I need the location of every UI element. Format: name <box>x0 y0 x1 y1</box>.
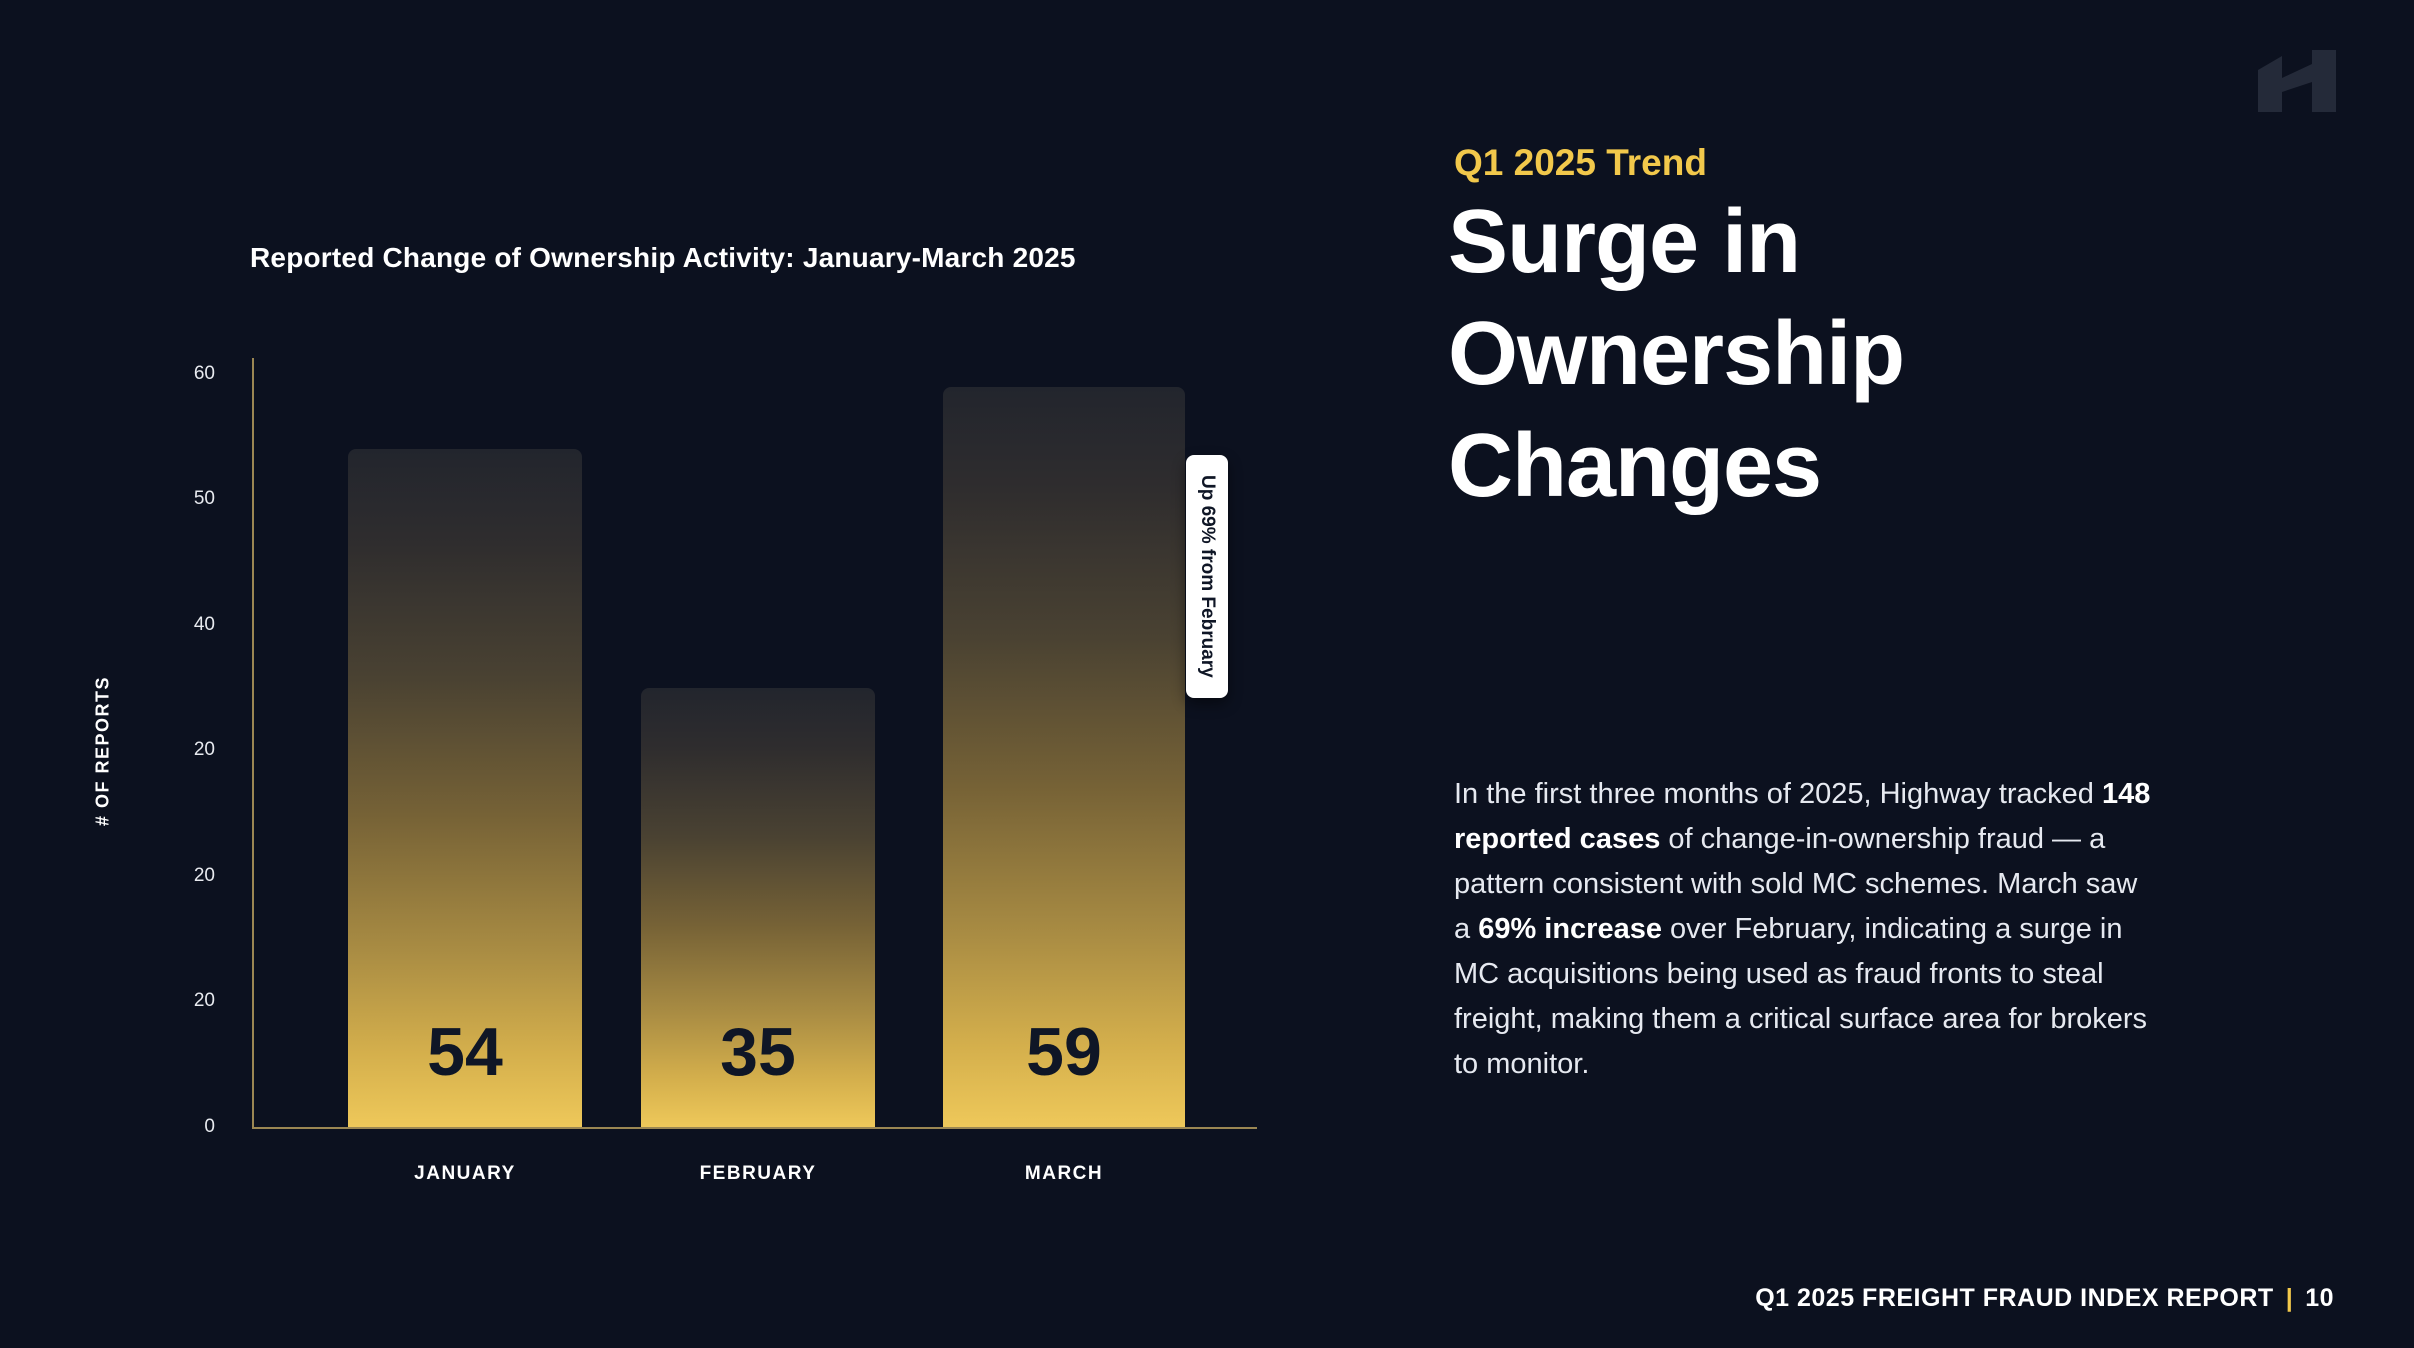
y-tick: 60 <box>193 363 215 384</box>
annotation-tag: Up 69% from February <box>1186 455 1228 698</box>
body-paragraph: In the first three months of 2025, Highw… <box>1454 772 2160 1087</box>
footer-report-title: Q1 2025 FREIGHT FRAUD INDEX REPORT <box>1755 1284 2274 1312</box>
paragraph-segment: of change-in-ownership fraud — a pattern… <box>1454 823 2138 945</box>
bar-value-february: 35 <box>720 1014 796 1090</box>
bar-february: 35 <box>641 687 875 1127</box>
bar-chart: 54 35 59 Up 69% from February <box>252 358 1257 1129</box>
y-tick: 20 <box>193 739 215 760</box>
chart-title: Reported Change of Ownership Activity: J… <box>250 242 1076 273</box>
highway-logo-icon <box>2258 50 2336 112</box>
x-axis-label-january: JANUARY <box>414 1163 516 1184</box>
paragraph-segment-bold: 148 reported cases <box>1454 778 2151 855</box>
paragraph-segment: over February, indicating a surge in MC … <box>1454 913 2148 1080</box>
footer: Q1 2025 FREIGHT FRAUD INDEX REPORT | 10 <box>1755 1284 2334 1313</box>
footer-separator: | <box>2285 1284 2294 1312</box>
annotation-text: Up 69% from February <box>1197 475 1218 678</box>
page-title: Surge in Ownership Changes <box>1448 192 1905 516</box>
paragraph-segment-bold: 69% increase <box>1478 913 1662 945</box>
y-tick: 50 <box>193 488 215 509</box>
x-axis-label-march: MARCH <box>1024 1163 1104 1184</box>
y-axis-label: # OF REPORTS <box>92 675 113 826</box>
eyebrow-label: Q1 2025 Trend <box>1454 142 1707 183</box>
y-axis-ticks: 60 50 40 20 20 20 0 <box>120 0 215 1348</box>
y-tick: 20 <box>193 865 215 886</box>
bar-value-january: 54 <box>427 1014 503 1090</box>
y-tick: 40 <box>193 614 215 635</box>
paragraph-segment: In the first three months of 2025, Highw… <box>1454 778 2102 810</box>
bar-march: 59 <box>943 386 1185 1127</box>
footer-page-number: 10 <box>2305 1284 2334 1312</box>
y-tick: 0 <box>204 1116 215 1137</box>
x-axis-label-february: FEBRUARY <box>699 1163 817 1184</box>
bar-value-march: 59 <box>1026 1014 1102 1090</box>
y-tick: 20 <box>193 990 215 1011</box>
bar-january: 54 <box>348 449 582 1127</box>
